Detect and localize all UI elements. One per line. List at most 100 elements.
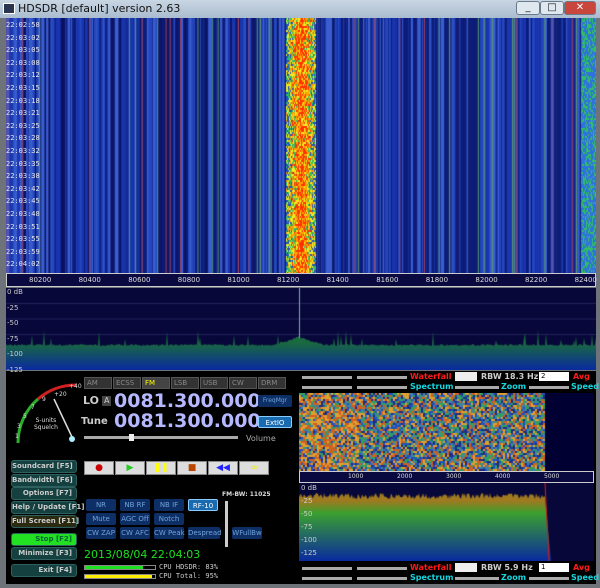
time-label: 22:03:38 [6,172,40,181]
spec-slider-4[interactable] [357,577,407,580]
rbw-label: RBW 18.3 Hz [481,372,539,381]
waterfall-label: Waterfall [410,372,452,381]
play-button[interactable]: ▶ [115,461,145,475]
spectrum-label-2: Spectrum [410,573,454,582]
audio-frequency-axis: 1000 2000 3000 4000 5000 [299,471,594,483]
dsp-nr-button[interactable]: NR [86,499,116,511]
spec-slider-1[interactable] [302,386,352,389]
side-button-3[interactable]: Help / Update [F1] [11,501,84,514]
audio-db-label: -25 [301,497,313,505]
side-button-1[interactable]: Bandwidth [F6] [11,474,77,487]
rf-waterfall[interactable] [6,18,596,273]
volume-slider[interactable] [84,434,238,441]
wf-slider-4[interactable] [357,567,407,570]
extio-button[interactable]: ExtIO [258,416,292,428]
zoom-slider-2[interactable] [455,577,499,580]
rf-spectrum[interactable] [6,288,596,370]
mode-button-lsb[interactable]: LSB [171,377,199,389]
pause-button[interactable]: ❚❚ [146,461,176,475]
side-button-7[interactable]: Exit [F4] [11,564,77,577]
side-button-2[interactable]: Options [F7] [11,487,77,500]
spec-slider-3[interactable] [302,577,352,580]
mode-button-usb[interactable]: USB [200,377,228,389]
audio-tick-label: 3000 [446,473,462,480]
title-bar: HDSDR [default] version 2.63 _ □ ✕ [0,0,600,18]
mode-button-am[interactable]: AM [84,377,112,389]
time-label: 22:03:45 [6,197,40,206]
freq-tick-label: 80800 [177,276,201,284]
mode-button-ecss[interactable]: ECSS [113,377,141,389]
dsp-despread-button[interactable]: Despread [188,527,222,539]
vfo-selector[interactable]: A [102,396,112,406]
zoom-label: Zoom [501,382,527,391]
time-label: 22:03:05 [6,46,40,55]
record-button[interactable]: ● [84,461,114,475]
db-label: -75 [7,334,19,343]
minimize-window-button[interactable]: _ [516,1,540,15]
freq-tick-label: 81400 [326,276,349,284]
wf-slider-1[interactable] [302,376,352,379]
speed-label: Speed [571,382,600,391]
rewind-button[interactable]: ◀◀ [208,461,238,475]
s-meter-label: 3 [17,423,21,430]
wf-slider-3[interactable] [302,567,352,570]
speed-slider[interactable] [529,386,569,389]
tune-label: Tune [81,416,108,427]
time-label: 22:03:28 [6,134,40,143]
dsp-cw-peak-button[interactable]: CW Peak [154,527,185,539]
freq-tick-label: 81600 [376,276,399,284]
loop-button[interactable]: ∞ [239,461,269,475]
tune-frequency[interactable]: 0081.300.000 [114,410,261,432]
zoom-stepper[interactable] [455,372,477,381]
maximize-window-button[interactable]: □ [540,1,564,15]
freq-tick-label: 81000 [227,276,250,284]
side-button-0[interactable]: Soundcard [F5] [11,460,77,473]
audio-tick-label: 1000 [348,473,364,480]
freqmgr-button[interactable]: FreqMgr [258,395,292,407]
lo-frequency[interactable]: 0081.300.000 [114,390,261,412]
dsp-mute-button[interactable]: Mute [86,513,116,525]
spec-slider-2[interactable] [357,386,407,389]
time-label: 22:03:21 [6,109,40,118]
fm-bw-slider[interactable] [225,501,228,547]
dsp-cw-zap-button[interactable]: CW ZAP [86,527,116,539]
mode-button-cw[interactable]: CW [229,377,257,389]
side-button-4[interactable]: Full Screen [F11] [11,515,79,528]
wf-slider-2[interactable] [357,376,407,379]
cpu-hdsdr-label: CPU HDSDR: 83% [159,563,219,571]
avg-select-2[interactable]: 1 [539,563,569,572]
s-meter [16,383,77,444]
rbw-label-2: RBW 5.9 Hz [481,563,533,572]
zoom-slider[interactable] [455,386,499,389]
dsp-agc-off-button[interactable]: AGC Off [120,513,150,525]
avg-select[interactable]: 2 [539,372,569,381]
freq-tick-label: 82200 [525,276,548,284]
close-window-button[interactable]: ✕ [564,1,596,15]
freq-tick-label: 81200 [277,276,300,284]
dsp-wfullbw-button[interactable]: WFullBw [232,527,262,539]
side-button-6[interactable]: Minimize [F3] [11,547,77,560]
s-meter-label: 9 [42,396,46,403]
audio-db-label: -75 [301,523,313,531]
cpu-hdsdr-bar [84,565,156,570]
audio-db-label: 0 dB [301,484,317,492]
time-label: 22:03:32 [6,147,40,155]
dsp-cw-afc-button[interactable]: CW AFC [120,527,150,539]
window-title: HDSDR [default] version 2.63 [18,2,181,15]
frequency-axis[interactable]: 80200 80400 80600 80800 81000 81200 81400 81600… [6,273,597,287]
dsp-nb-rf-button[interactable]: NB RF [120,499,150,511]
speed-slider-2[interactable] [529,577,569,580]
stop-button[interactable]: ■ [177,461,207,475]
dsp-notch-button[interactable]: Notch [154,513,184,525]
dsp-rf-10-button[interactable]: RF-10 [188,499,218,511]
zoom-stepper-2[interactable] [455,563,477,572]
audio-spectrum[interactable] [299,483,594,561]
audio-db-label: -100 [301,536,317,544]
audio-db-label: -125 [301,549,317,557]
freq-tick-label: 80600 [128,276,151,284]
mode-button-fm[interactable]: FM [142,377,170,389]
dsp-nb-if-button[interactable]: NB IF [154,499,184,511]
mode-button-drm[interactable]: DRM [258,377,286,389]
side-button-5[interactable]: Stop [F2] [11,533,77,546]
audio-waterfall[interactable] [299,393,594,471]
